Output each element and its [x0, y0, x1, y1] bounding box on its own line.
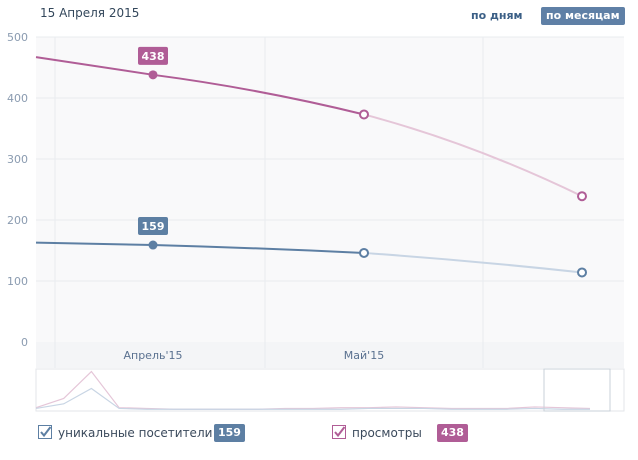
y-tick-label: 0 — [21, 336, 28, 349]
navigator-lines — [35, 370, 591, 410]
series-points — [148, 70, 587, 278]
views-point — [577, 191, 587, 202]
x-tick-label: Май'15 — [344, 349, 384, 362]
legend-views-label: просмотры — [352, 426, 422, 440]
views-label-bg — [138, 46, 168, 65]
views-data-label: 438 — [142, 50, 165, 63]
views-line — [35, 56, 365, 116]
period-months-button[interactable]: по месяцам — [541, 7, 625, 25]
checkbox-checked-icon[interactable] — [38, 425, 52, 439]
legend-views-value: 438 — [437, 424, 468, 442]
x-axis: Апрель'15 Май'15 — [123, 349, 384, 362]
checkbox-checked-icon[interactable] — [332, 425, 346, 439]
visitors-label-bg — [138, 217, 168, 236]
navigator-background — [35, 368, 625, 412]
navigator[interactable] — [35, 368, 625, 412]
period-days-button[interactable]: по дням — [471, 9, 523, 22]
y-tick-label: 100 — [7, 275, 28, 288]
legend-views[interactable]: просмотры 438 — [332, 424, 472, 442]
y-tick-label: 400 — [7, 92, 28, 105]
series-lines — [35, 56, 583, 274]
legend-visitors-label: уникальные посетители — [58, 426, 213, 440]
views-point — [359, 109, 369, 120]
legend-visitors-value: 159 — [214, 424, 245, 442]
y-tick-label: 500 — [7, 31, 28, 44]
legend-visitors[interactable]: уникальные посетители 159 — [38, 424, 248, 442]
navigator-visitors-line — [35, 387, 590, 410]
y-tick-label: 200 — [7, 214, 28, 227]
x-tick-label: Апрель'15 — [123, 349, 182, 362]
visitors-projection-line — [363, 251, 583, 274]
views-projection-line — [363, 113, 583, 198]
views-point — [148, 70, 158, 80]
data-labels: 159 438 — [138, 46, 168, 236]
visitors-point — [148, 240, 158, 250]
y-axis: 0 100 200 300 400 500 — [7, 31, 28, 349]
xaxis-band — [36, 342, 624, 368]
navigator-selection[interactable] — [543, 368, 611, 412]
navigator-views-line — [35, 370, 591, 410]
visitors-line — [35, 241, 365, 254]
plot-background — [36, 37, 624, 342]
visitors-data-label: 159 — [142, 220, 165, 233]
grid — [36, 36, 624, 368]
y-tick-label: 300 — [7, 153, 28, 166]
current-date: 15 Апреля 2015 — [40, 6, 140, 20]
line-chart: 0 100 200 300 400 500 Апрель'15 Май'15 159 438 — [7, 31, 625, 412]
visitors-point — [577, 267, 587, 278]
visitors-point — [359, 247, 369, 258]
